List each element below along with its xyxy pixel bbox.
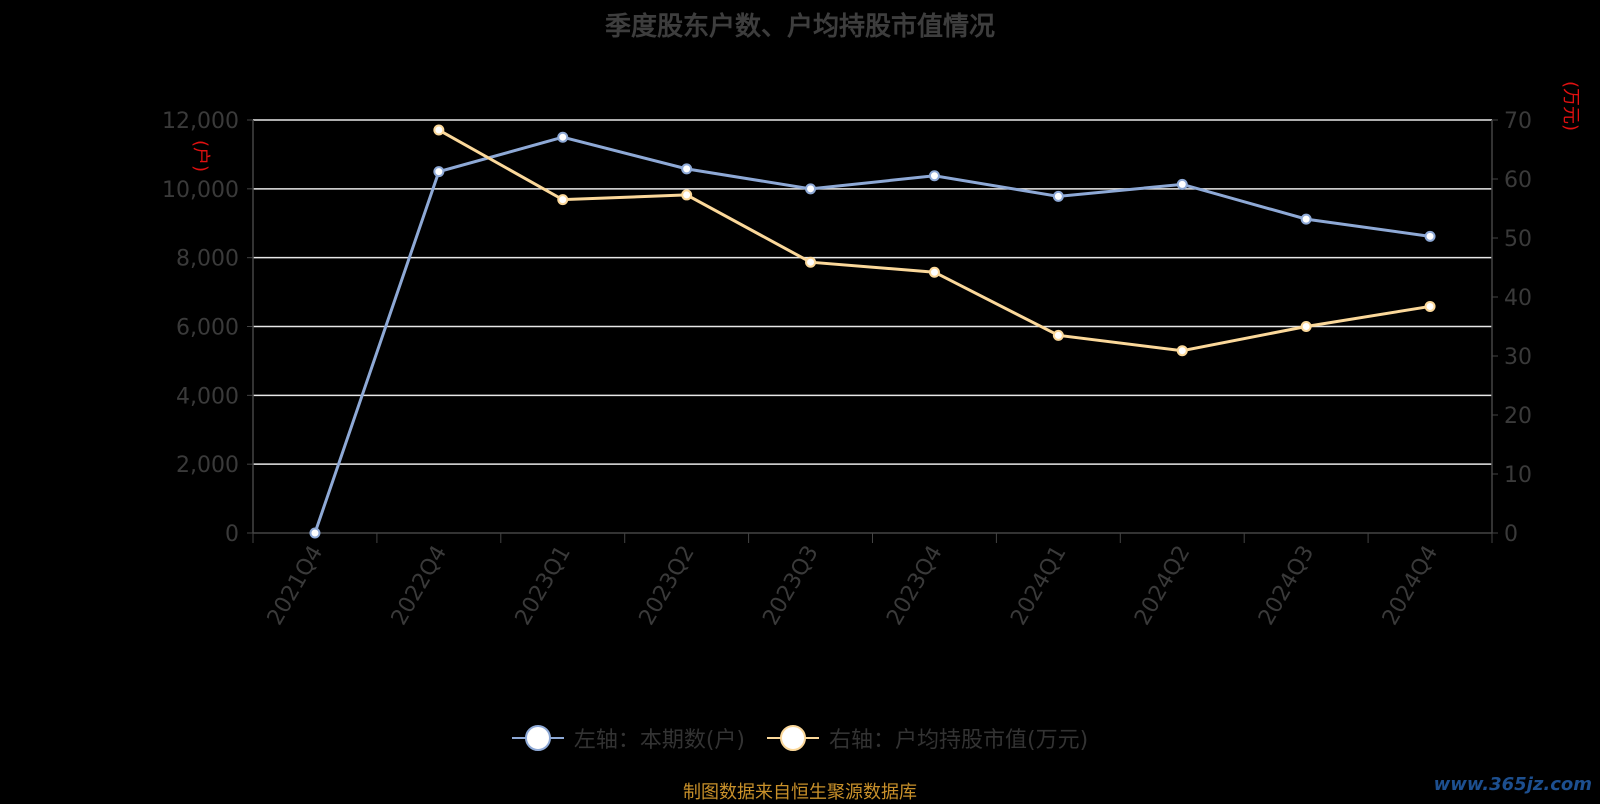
- right-axis-tick-label: 30: [1504, 345, 1532, 370]
- chart-title: 季度股东户数、户均持股市值情况: [604, 12, 995, 42]
- x-axis-tick-label: 2024Q2: [1130, 542, 1195, 630]
- legend-item-left-series[interactable]: 左轴：本期数(户): [511, 722, 745, 754]
- left-axis-tick-label: 0: [225, 522, 239, 547]
- x-axis-tick-label: 2023Q4: [882, 542, 947, 630]
- series-point-1: [1052, 329, 1064, 341]
- left-axis-tick-label: 8,000: [176, 247, 239, 272]
- series-point-0: [433, 166, 445, 178]
- series-point-1: [681, 189, 693, 201]
- right-axis-tick-label: 10: [1504, 463, 1532, 488]
- series-point-0: [805, 183, 817, 195]
- series-point-0: [1424, 230, 1436, 242]
- left-axis-tick-label: 6,000: [176, 316, 239, 341]
- series-point-0: [1300, 213, 1312, 225]
- x-axis-tick-label: 2024Q4: [1378, 542, 1443, 630]
- left-axis-tick-label: 2,000: [176, 453, 239, 478]
- x-axis-tick-label: 2024Q3: [1254, 542, 1319, 630]
- series-point-0: [557, 131, 569, 143]
- right-axis-unit-label: (万元): [1560, 81, 1581, 131]
- x-axis-tick-label: 2023Q1: [511, 542, 576, 630]
- right-axis-tick-label: 70: [1504, 109, 1532, 134]
- series-point-1: [928, 266, 940, 278]
- series-point-0: [1052, 190, 1064, 202]
- series-point-1: [557, 194, 569, 206]
- x-axis-tick-label: 2021Q4: [263, 542, 328, 630]
- left-axis-tick-label: 12,000: [162, 109, 239, 134]
- legend-marker-icon: [511, 725, 564, 751]
- legend: 左轴：本期数(户) 右轴：户均持股市值(万元): [0, 722, 1600, 754]
- series-point-1: [1300, 321, 1312, 332]
- series-point-1: [805, 256, 817, 268]
- series-line-1: [438, 128, 1431, 353]
- series-point-1: [1176, 345, 1188, 357]
- right-axis-tick-label: 50: [1504, 227, 1532, 252]
- right-axis-tick-label: 0: [1504, 522, 1518, 547]
- legend-marker-icon: [767, 725, 819, 751]
- series-point-0: [681, 163, 693, 175]
- series-point-1: [433, 124, 445, 136]
- series: [309, 124, 1436, 539]
- x-axis-tick-label: 2023Q2: [635, 542, 700, 630]
- series-point-0: [309, 527, 321, 539]
- data-source-note: 制图数据来自恒生聚源数据库: [683, 782, 917, 803]
- series-line-0: [313, 135, 1431, 534]
- x-axis-tick-label: 2023Q3: [758, 542, 823, 630]
- left-axis-tick-label: 10,000: [162, 178, 239, 203]
- x-axis-tick-label: 2024Q1: [1006, 542, 1071, 630]
- right-axis-tick-label: 40: [1504, 286, 1532, 311]
- watermark-logo: www.365jz.com: [1433, 774, 1592, 795]
- right-axis-tick-label: 60: [1504, 168, 1532, 193]
- left-axis-unit-label: (户): [190, 140, 211, 172]
- x-axis-tick-label: 2022Q4: [387, 542, 452, 630]
- legend-label: 左轴：本期数(户): [573, 728, 745, 753]
- right-axis-tick-label: 20: [1504, 404, 1532, 429]
- series-point-1: [1424, 300, 1436, 312]
- legend-label: 右轴：户均持股市值(万元): [829, 728, 1089, 753]
- grid-lines: [253, 119, 1492, 465]
- left-axis-tick-label: 4,000: [176, 384, 239, 409]
- series-point-0: [928, 170, 940, 182]
- series-point-0: [1176, 178, 1188, 190]
- legend-item-right-series[interactable]: 右轴：户均持股市值(万元): [767, 722, 1088, 754]
